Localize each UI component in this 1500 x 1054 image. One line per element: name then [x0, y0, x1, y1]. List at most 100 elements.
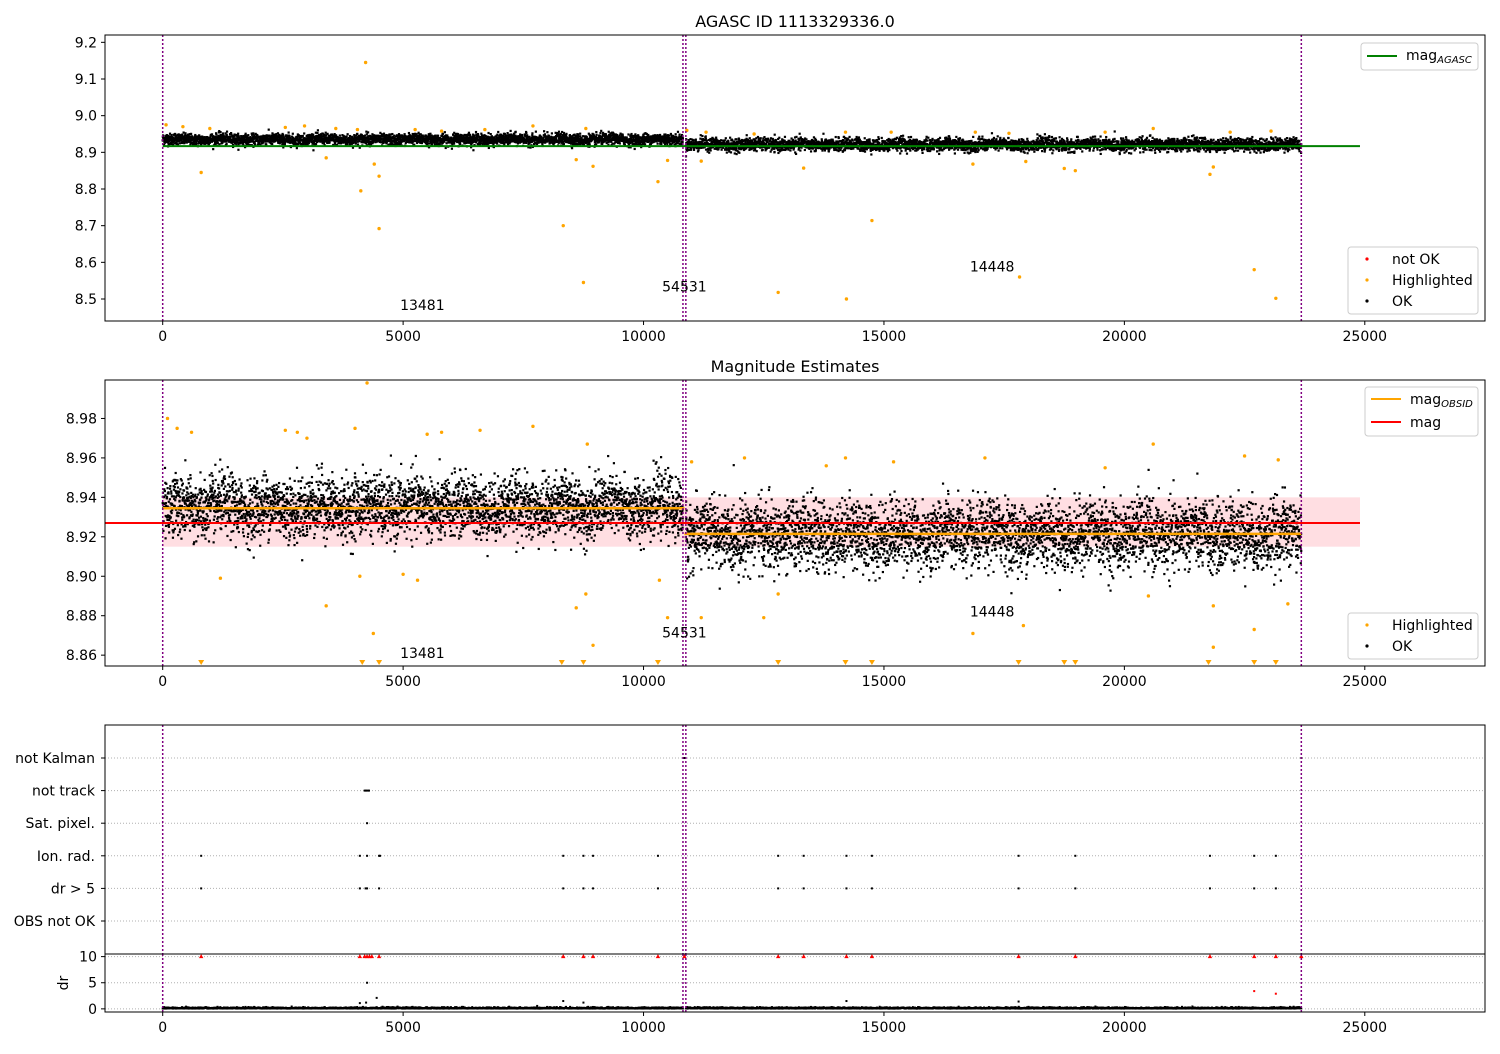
ok-point: [327, 134, 330, 137]
ok-point: [456, 133, 459, 136]
ok-point: [694, 138, 697, 141]
ok-point: [178, 142, 181, 145]
ok-point: [344, 137, 347, 140]
ok-point: [307, 141, 310, 145]
ok-point: [323, 139, 326, 143]
ok-point: [375, 140, 378, 143]
ok-point: [459, 142, 462, 146]
ok-point: [197, 140, 201, 143]
ok-point: [168, 142, 171, 146]
ok-point: [481, 139, 484, 142]
ok-point: [316, 129, 320, 132]
ok-point: [198, 134, 201, 137]
ok-point: [627, 133, 630, 136]
ok-point: [755, 150, 758, 153]
ok-point: [458, 140, 461, 143]
ok-point: [348, 138, 351, 141]
ok-point: [630, 132, 633, 136]
ok-point: [268, 141, 271, 144]
ok-point: [689, 148, 693, 151]
ok-point: [182, 131, 185, 134]
ok-point: [241, 141, 245, 145]
ok-point: [170, 142, 173, 146]
ok-point: [878, 142, 881, 145]
ok-point: [323, 133, 326, 137]
ok-point: [697, 149, 700, 152]
ok-point: [474, 130, 478, 134]
ok-point: [827, 150, 830, 153]
ok-point: [430, 141, 433, 144]
ok-point: [389, 133, 393, 136]
ok-point: [225, 133, 228, 136]
ok-point: [287, 131, 290, 134]
ok-point: [430, 134, 433, 137]
ok-point: [403, 133, 406, 136]
ok-point: [221, 139, 224, 143]
ok-point: [528, 135, 531, 138]
ok-point: [416, 141, 419, 145]
ok-point: [842, 139, 845, 142]
ok-point: [304, 142, 308, 145]
ok-point: [193, 143, 196, 146]
ok-point: [269, 142, 273, 145]
ok-point: [489, 133, 492, 136]
ok-point: [299, 137, 302, 140]
ok-point: [193, 135, 197, 138]
ok-point: [609, 134, 612, 137]
ok-point: [444, 146, 447, 150]
ok-point: [681, 140, 684, 144]
ok-point: [339, 142, 343, 145]
ok-point: [263, 135, 266, 138]
ok-point: [170, 133, 173, 137]
ok-point: [430, 143, 433, 146]
ok-point: [261, 135, 264, 139]
ok-point: [313, 143, 316, 146]
ok-point: [455, 134, 458, 137]
ok-point: [413, 134, 417, 138]
ok-point: [194, 142, 198, 146]
ok-point: [262, 141, 265, 144]
ok-point: [442, 135, 445, 139]
ok-point: [678, 133, 681, 136]
ok-point: [415, 133, 418, 136]
ok-point: [506, 132, 509, 135]
ok-point: [880, 136, 883, 140]
ok-point: [723, 139, 726, 142]
ok-point: [265, 135, 269, 139]
ok-point: [379, 136, 382, 139]
ok-point: [322, 140, 325, 144]
ok-point: [224, 143, 227, 147]
ok-point: [282, 133, 285, 137]
ok-point: [211, 139, 214, 142]
ok-point: [446, 134, 449, 137]
ok-point: [562, 142, 565, 146]
ok-point: [238, 136, 241, 140]
ok-point: [870, 153, 873, 156]
ok-point: [487, 146, 490, 150]
ok-point: [492, 143, 495, 146]
ok-point: [570, 147, 574, 150]
ok-point: [534, 130, 537, 133]
ok-point: [502, 135, 505, 138]
ok-point: [218, 130, 221, 133]
ok-point: [189, 142, 193, 145]
ok-point: [725, 151, 728, 154]
ok-point: [441, 132, 445, 135]
ok-point: [173, 142, 176, 145]
ok-point: [370, 137, 373, 140]
ok-point: [270, 140, 273, 143]
ok-point: [391, 132, 394, 136]
ok-point: [371, 135, 374, 138]
ok-point: [432, 136, 436, 140]
ok-point: [837, 136, 840, 140]
ok-point: [243, 146, 247, 149]
ok-point: [306, 134, 310, 137]
ok-point: [429, 136, 432, 139]
ok-point: [321, 142, 324, 145]
ok-point: [454, 139, 457, 143]
ok-point: [255, 139, 258, 143]
ok-point: [326, 132, 329, 136]
ok-point: [411, 132, 414, 136]
ok-point: [365, 130, 368, 133]
ok-point: [473, 134, 476, 138]
